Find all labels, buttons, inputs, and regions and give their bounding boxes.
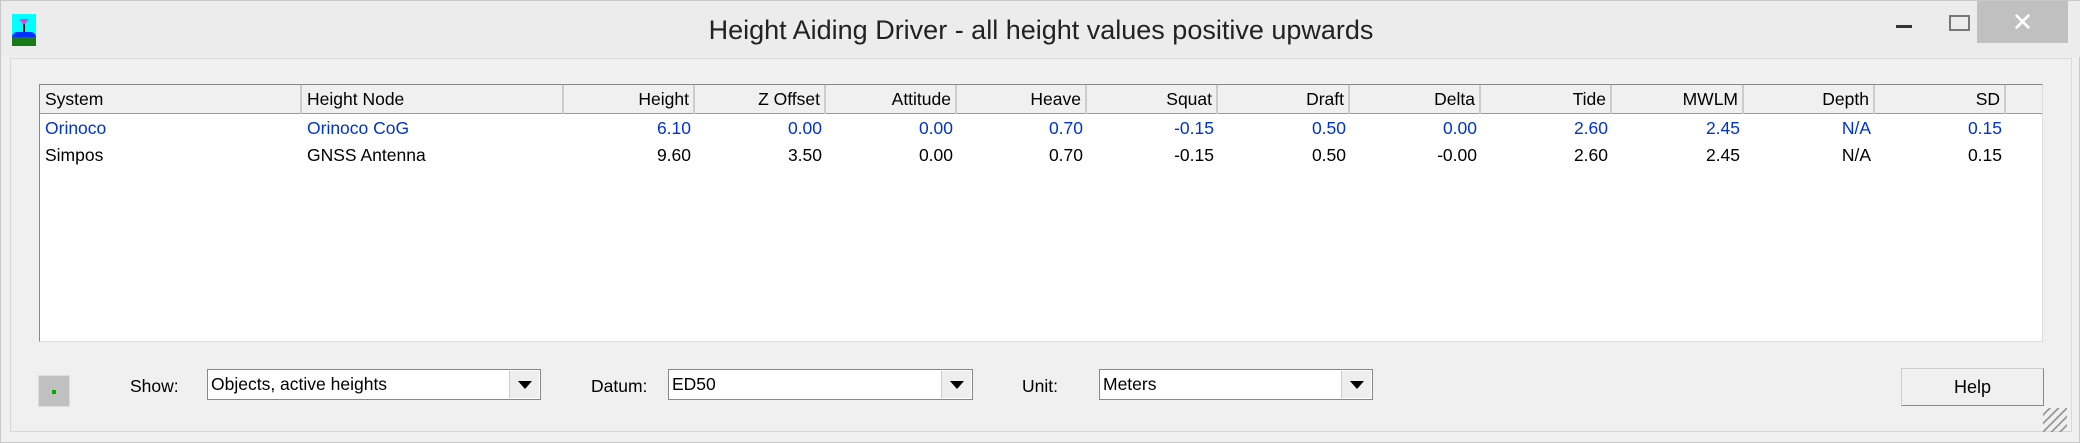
cell-height-node: GNSS Antenna: [307, 145, 426, 165]
window-title: Height Aiding Driver - all height values…: [708, 15, 1374, 45]
show-dropdown[interactable]: Objects, active heights: [207, 369, 541, 400]
close-button[interactable]: ✕: [1977, 1, 2068, 43]
resize-grip-icon[interactable]: [2043, 408, 2067, 432]
cell-attitude: 0.00: [918, 118, 953, 138]
table-header: System Height Node Height Z Offset Attitude H…: [40, 85, 2042, 114]
cell-draft: 0.50: [1311, 118, 1346, 138]
cell-mwlm: 2.45: [1705, 118, 1740, 138]
heights-table[interactable]: System Height Node Height Z Offset Attitude H…: [39, 84, 2043, 342]
column-header-mwlm[interactable]: MWLM: [1612, 85, 1744, 114]
cell-heave: 0.70: [1048, 145, 1083, 165]
chevron-down-icon[interactable]: [509, 371, 539, 398]
main-panel: [10, 58, 2072, 432]
show-value: Objects, active heights: [211, 374, 388, 394]
column-header-height-node[interactable]: Height Node: [302, 85, 564, 114]
cell-sd: 0.15: [1967, 145, 2002, 165]
column-header-delta[interactable]: Delta: [1350, 85, 1481, 114]
unit-label: Unit:: [1022, 376, 1058, 396]
cell-z-offset: 0.00: [787, 118, 822, 138]
datum-dropdown[interactable]: ED50: [668, 369, 973, 400]
cell-system: Orinoco: [45, 118, 107, 138]
cell-z-offset: 3.50: [787, 145, 822, 165]
cell-depth: N/A: [1841, 145, 1871, 165]
chevron-down-icon[interactable]: [941, 371, 971, 398]
table-row[interactable]: Orinoco Orinoco CoG 6.10 0.00 0.00 0.70 -0.15 0…: [40, 115, 2042, 142]
cell-heave: 0.70: [1048, 118, 1083, 138]
cell-sd: 0.15: [1967, 118, 2002, 138]
cell-squat: -0.15: [1174, 145, 1214, 165]
cell-height-node: Orinoco CoG: [307, 118, 410, 138]
column-header-height[interactable]: Height: [564, 85, 695, 114]
cell-depth: N/A: [1841, 118, 1871, 138]
status-indicator-button[interactable]: [38, 375, 70, 407]
show-label: Show:: [130, 376, 179, 396]
cell-system: Simpos: [45, 145, 104, 165]
cell-attitude: 0.00: [918, 145, 953, 165]
cell-mwlm: 2.45: [1705, 145, 1740, 165]
cell-height: 6.10: [656, 118, 691, 138]
title-bar: Height Aiding Driver - all height values…: [1, 1, 2080, 57]
cell-delta: 0.00: [1442, 118, 1477, 138]
cell-draft: 0.50: [1311, 145, 1346, 165]
column-header-sd[interactable]: SD: [1875, 85, 2006, 114]
column-header-attitude[interactable]: Attitude: [826, 85, 957, 114]
column-header-tide[interactable]: Tide: [1481, 85, 1612, 114]
column-header-heave[interactable]: Heave: [957, 85, 1087, 114]
cell-tide: 2.60: [1573, 118, 1608, 138]
datum-value: ED50: [672, 374, 716, 394]
column-header-squat[interactable]: Squat: [1087, 85, 1218, 114]
column-header-draft[interactable]: Draft: [1218, 85, 1350, 114]
minimize-button[interactable]: [1881, 1, 1933, 43]
cell-delta: -0.00: [1437, 145, 1477, 165]
cell-height: 9.60: [656, 145, 691, 165]
unit-dropdown[interactable]: Meters: [1099, 369, 1373, 400]
help-button[interactable]: Help: [1901, 368, 2044, 406]
cell-tide: 2.60: [1573, 145, 1608, 165]
column-header-depth[interactable]: Depth: [1744, 85, 1875, 114]
chevron-down-icon[interactable]: [1341, 371, 1371, 398]
maximize-button[interactable]: [1933, 1, 1985, 43]
app-icon: [12, 14, 36, 46]
unit-value: Meters: [1103, 374, 1157, 394]
datum-label: Datum:: [591, 376, 648, 396]
cell-squat: -0.15: [1174, 118, 1214, 138]
column-header-z-offset[interactable]: Z Offset: [695, 85, 826, 114]
column-header-system[interactable]: System: [40, 85, 302, 114]
table-row[interactable]: Simpos GNSS Antenna 9.60 3.50 0.00 0.70 -0.15 0…: [40, 142, 2042, 169]
